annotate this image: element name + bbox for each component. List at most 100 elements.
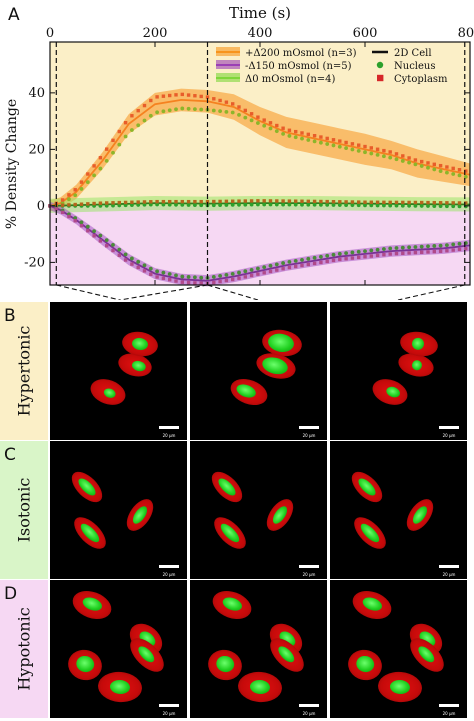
point-hypertonic-nucleus	[79, 187, 84, 191]
point-hypotonic-nucleus	[363, 249, 367, 253]
point-hypotonic-nucleus	[218, 274, 223, 278]
cell-nucleus	[217, 520, 243, 546]
point-hypotonic-cytoplasm	[382, 253, 386, 257]
point-isotonic-cytoplasm	[98, 201, 103, 205]
cell-nucleus	[384, 384, 402, 400]
point-hypotonic-nucleus	[123, 252, 128, 257]
point-hypertonic-nucleus	[281, 131, 285, 136]
point-isotonic-nucleus	[256, 202, 260, 207]
cell-cytoplasm	[208, 585, 256, 625]
point-hypotonic-cytoplasm	[426, 250, 430, 254]
point-hypotonic-cytoplasm	[98, 239, 103, 243]
point-hypotonic-cytoplasm	[268, 269, 273, 274]
scale-bar-label: 20 µm	[302, 433, 316, 438]
point-isotonic-nucleus	[325, 203, 330, 207]
point-isotonic-nucleus	[356, 203, 361, 208]
point-hypertonic-nucleus	[344, 146, 348, 151]
point-hypotonic-cytoplasm	[224, 278, 229, 283]
cell-cytoplasm	[204, 646, 246, 684]
point-hypotonic-cytoplasm	[457, 247, 462, 252]
point-hypertonic-cytoplasm	[86, 172, 90, 176]
point-isotonic-cytoplasm	[193, 199, 197, 204]
point-isotonic-nucleus	[363, 203, 367, 208]
cell-nucleus	[410, 359, 424, 372]
point-hypotonic-nucleus	[224, 272, 229, 277]
point-hypotonic-nucleus	[356, 249, 361, 254]
point-hypotonic-nucleus	[167, 272, 172, 276]
point-hypertonic-cytoplasm	[294, 129, 298, 134]
point-isotonic-cytoplasm	[363, 200, 367, 204]
point-hypotonic-nucleus	[92, 229, 96, 233]
scale-bar	[159, 704, 179, 707]
point-hypertonic-cytoplasm	[174, 93, 178, 97]
point-hypotonic-nucleus	[319, 254, 323, 259]
y-tick-label: 40	[28, 86, 45, 101]
point-isotonic-nucleus	[300, 202, 304, 207]
point-isotonic-cytoplasm	[86, 202, 90, 206]
point-hypotonic-nucleus	[237, 270, 241, 275]
scale-bar	[439, 704, 459, 707]
point-hypertonic-cytoplasm	[407, 156, 411, 160]
cell-nucleus	[130, 503, 150, 527]
point-hypertonic-cytoplasm	[312, 133, 317, 138]
point-hypotonic-nucleus	[306, 256, 311, 261]
point-hypertonic-cytoplasm	[149, 98, 153, 103]
point-isotonic-cytoplasm	[344, 200, 348, 204]
point-hypertonic-cytoplasm	[306, 132, 310, 137]
point-hypotonic-cytoplasm	[79, 223, 84, 228]
point-hypertonic-cytoplasm	[369, 146, 373, 150]
point-hypertonic-nucleus	[136, 123, 141, 128]
point-isotonic-cytoplasm	[331, 200, 336, 204]
point-hypotonic-cytoplasm	[117, 253, 121, 257]
point-hypotonic-cytoplasm	[67, 214, 71, 219]
point-hypertonic-cytoplasm	[98, 156, 103, 160]
point-isotonic-nucleus	[249, 202, 254, 207]
scale-bar-label: 20 µm	[442, 572, 456, 577]
point-hypotonic-cytoplasm	[231, 277, 235, 282]
scale-bar-label: 20 µm	[442, 433, 456, 438]
scale-bar	[439, 565, 459, 568]
point-hypotonic-cytoplasm	[142, 269, 147, 273]
point-isotonic-cytoplasm	[186, 199, 191, 204]
point-hypertonic-nucleus	[388, 155, 393, 160]
cell-nucleus	[80, 595, 104, 614]
point-hypertonic-nucleus	[211, 108, 216, 113]
cell-cytoplasm	[368, 374, 412, 410]
point-isotonic-cytoplasm	[180, 199, 184, 204]
point-isotonic-cytoplasm	[174, 199, 178, 204]
scale-bar-label: 20 µm	[162, 572, 176, 577]
point-isotonic-cytoplasm	[375, 200, 380, 204]
point-hypertonic-nucleus	[262, 123, 267, 128]
cell-cytoplasm	[121, 494, 159, 536]
point-hypotonic-nucleus	[148, 266, 153, 271]
micrograph-panel: 20 µm	[190, 580, 327, 718]
point-isotonic-nucleus	[293, 202, 298, 207]
image-row-hypotonic: D Hypotonic 20 µm 20 µm 20 µm	[0, 580, 474, 718]
point-hypotonic-nucleus	[274, 262, 279, 267]
point-hypotonic-nucleus	[136, 259, 141, 264]
point-isotonic-cytoplasm	[319, 199, 323, 204]
scale-bar	[299, 565, 319, 568]
cell-cytoplasm	[376, 670, 424, 704]
point-isotonic-cytoplasm	[161, 199, 166, 204]
point-hypotonic-cytoplasm	[407, 251, 411, 255]
point-hypertonic-cytoplasm	[344, 140, 348, 145]
point-hypertonic-nucleus	[85, 180, 90, 185]
cell-nucleus	[135, 643, 157, 665]
point-hypertonic-nucleus	[369, 151, 374, 156]
point-hypertonic-nucleus	[111, 150, 115, 155]
point-hypertonic-cytoplasm	[168, 93, 172, 98]
point-isotonic-cytoplasm	[413, 200, 418, 205]
cell-cytoplasm	[206, 466, 248, 508]
point-isotonic-nucleus	[142, 202, 147, 207]
point-hypertonic-nucleus	[256, 121, 260, 125]
point-hypertonic-cytoplasm	[224, 100, 229, 104]
point-isotonic-cytoplasm	[111, 201, 115, 205]
point-isotonic-cytoplasm	[155, 199, 159, 204]
point-hypertonic-nucleus	[451, 172, 456, 176]
point-hypotonic-cytoplasm	[86, 229, 90, 233]
legend-label-condition: -Δ150 mOsmol (n=5)	[245, 61, 352, 72]
cell-nucleus	[131, 336, 149, 352]
cell-cytoplasm	[66, 466, 108, 508]
point-isotonic-nucleus	[230, 203, 235, 207]
